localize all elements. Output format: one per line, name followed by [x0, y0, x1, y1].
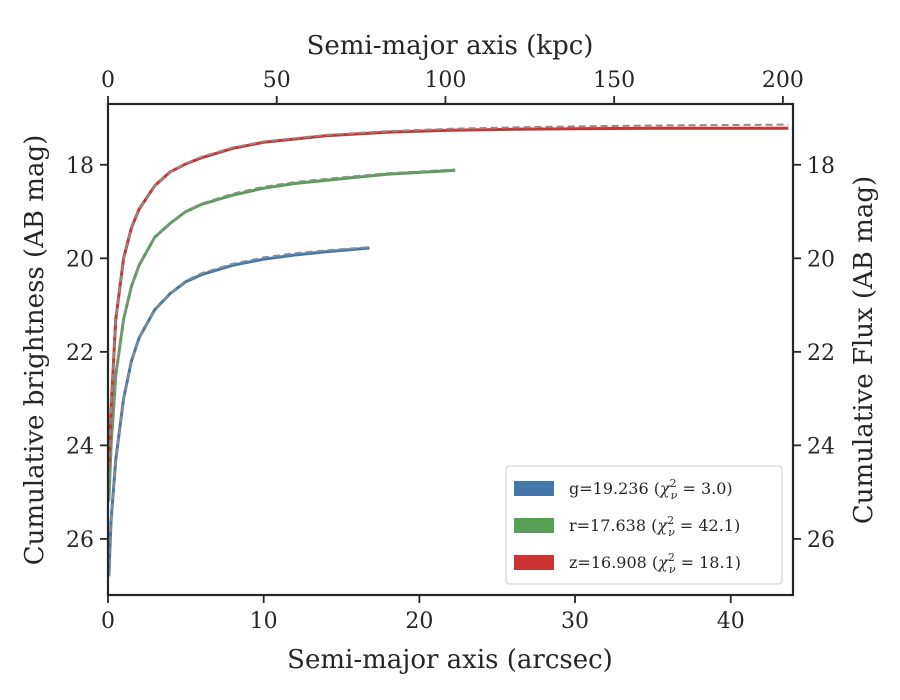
series-line-r — [107, 168, 456, 502]
y-tick-label-right: 22 — [807, 341, 835, 366]
plot-lines — [107, 123, 789, 577]
series-line-z — [107, 126, 789, 469]
legend-label-r: r=17.638 (χ2 ν = 42.1) — [569, 514, 740, 539]
x-tick-label-top: 150 — [593, 68, 635, 93]
model-line-g — [107, 246, 370, 577]
legend-swatch-z — [514, 555, 554, 570]
x-tick-label-top: 0 — [101, 68, 115, 93]
x-tick-label-bottom: 20 — [405, 609, 433, 634]
x-tick-label-top: 50 — [263, 68, 291, 93]
y-axis-title-left: Cumulative brightness (AB mag) — [20, 135, 50, 566]
legend: g=19.236 (χ2 ν = 3.0) r=17.638 (χ2 ν = 42.… — [505, 465, 783, 585]
y-tick-label-left: 18 — [66, 154, 94, 179]
x-axis-title-top: Semi-major axis (kpc) — [307, 31, 594, 61]
x-tick-label-bottom: 30 — [561, 609, 589, 634]
legend-label-z: z=16.908 (χ2 ν = 18.1) — [569, 551, 741, 576]
y-tick-label-left: 20 — [66, 247, 94, 272]
y-tick-label-left: 24 — [66, 434, 94, 459]
y-tick-label-left: 26 — [66, 528, 94, 553]
y-tick-label-right: 18 — [807, 154, 835, 179]
x-tick-label-bottom: 0 — [101, 609, 115, 634]
model-line-z — [107, 123, 789, 469]
x-tick-label-top: 200 — [762, 68, 804, 93]
legend-swatch-g — [514, 481, 554, 496]
y-tick-label-left: 22 — [66, 341, 94, 366]
y-tick-label-right: 24 — [807, 434, 835, 459]
x-tick-label-top: 100 — [424, 68, 466, 93]
legend-label-g: g=19.236 (χ2 ν = 3.0) — [569, 477, 733, 502]
series-line-g — [107, 246, 370, 577]
y-tick-label-right: 26 — [807, 528, 835, 553]
axis-ticks: 0 10 20 30 40 0 50 100 150 200 18 18 20 20 22 22 24 24 26 2… — [66, 68, 835, 634]
plot-frame — [106, 102, 795, 597]
model-line-r — [107, 168, 456, 502]
legend-swatch-r — [514, 518, 554, 533]
legend-box — [505, 465, 783, 585]
x-tick-label-bottom: 40 — [717, 609, 745, 634]
y-tick-label-right: 20 — [807, 247, 835, 272]
x-tick-label-bottom: 10 — [250, 609, 278, 634]
x-axis-title-bottom: Semi-major axis (arcsec) — [287, 645, 613, 675]
y-axis-title-right: Cumulative Flux (AB mag) — [849, 176, 879, 524]
